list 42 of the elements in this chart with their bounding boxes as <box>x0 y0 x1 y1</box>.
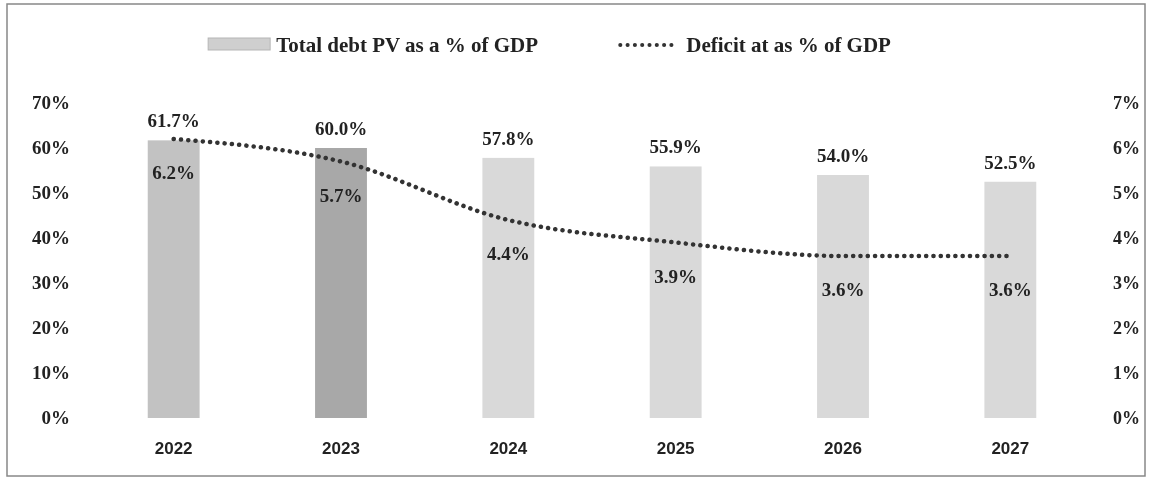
data-label: 52.5% <box>984 151 1037 173</box>
bar <box>482 157 535 418</box>
y2-tick-label: 4% <box>1113 228 1140 248</box>
x-tick-label: 2027 <box>991 439 1030 458</box>
x-tick-label: 2026 <box>824 439 862 458</box>
x-tick-label: 2025 <box>656 439 695 458</box>
data-label: 4.4% <box>486 243 530 264</box>
data-label: 54.0% <box>816 145 870 166</box>
y-tick-label: 70% <box>32 92 70 113</box>
bar <box>147 140 200 418</box>
data-label: 5.7% <box>319 184 363 206</box>
y2-tick-label: 0% <box>1113 408 1140 428</box>
y2-tick-label: 7% <box>1113 93 1140 113</box>
y-tick-label: 30% <box>32 272 70 293</box>
bar <box>649 166 702 418</box>
bar <box>315 148 367 418</box>
bar <box>984 181 1037 418</box>
data-label: 3.6% <box>988 279 1032 300</box>
legend-label: Total debt PV as a % of GDP <box>276 33 539 57</box>
y-tick-label: 40% <box>32 227 70 248</box>
data-label: 61.7% <box>147 110 200 132</box>
data-label: 3.6% <box>821 279 865 300</box>
data-label: 57.8% <box>482 127 535 149</box>
y-tick-label: 10% <box>32 362 70 383</box>
y2-tick-label: 1% <box>1113 363 1140 383</box>
y2-tick-label: 6% <box>1113 138 1140 158</box>
y-tick-label: 0% <box>41 407 70 428</box>
y2-tick-label: 5% <box>1113 183 1140 203</box>
x-tick-label: 2024 <box>489 439 528 458</box>
bar <box>817 175 869 418</box>
x-tick-label: 2022 <box>154 439 193 458</box>
y-tick-label: 60% <box>32 137 70 158</box>
legend-label: Deficit at as % of GDP <box>686 33 892 57</box>
data-label: 60.0% <box>314 118 368 139</box>
y-tick-label: 50% <box>32 182 70 203</box>
y-tick-label: 20% <box>32 317 70 338</box>
y2-tick-label: 2% <box>1113 318 1140 338</box>
y2-tick-label: 3% <box>1113 273 1140 293</box>
data-label: 3.9% <box>654 265 698 287</box>
data-label: 6.2% <box>152 162 196 183</box>
x-tick-label: 2023 <box>322 439 360 458</box>
data-label: 55.9% <box>649 136 702 158</box>
